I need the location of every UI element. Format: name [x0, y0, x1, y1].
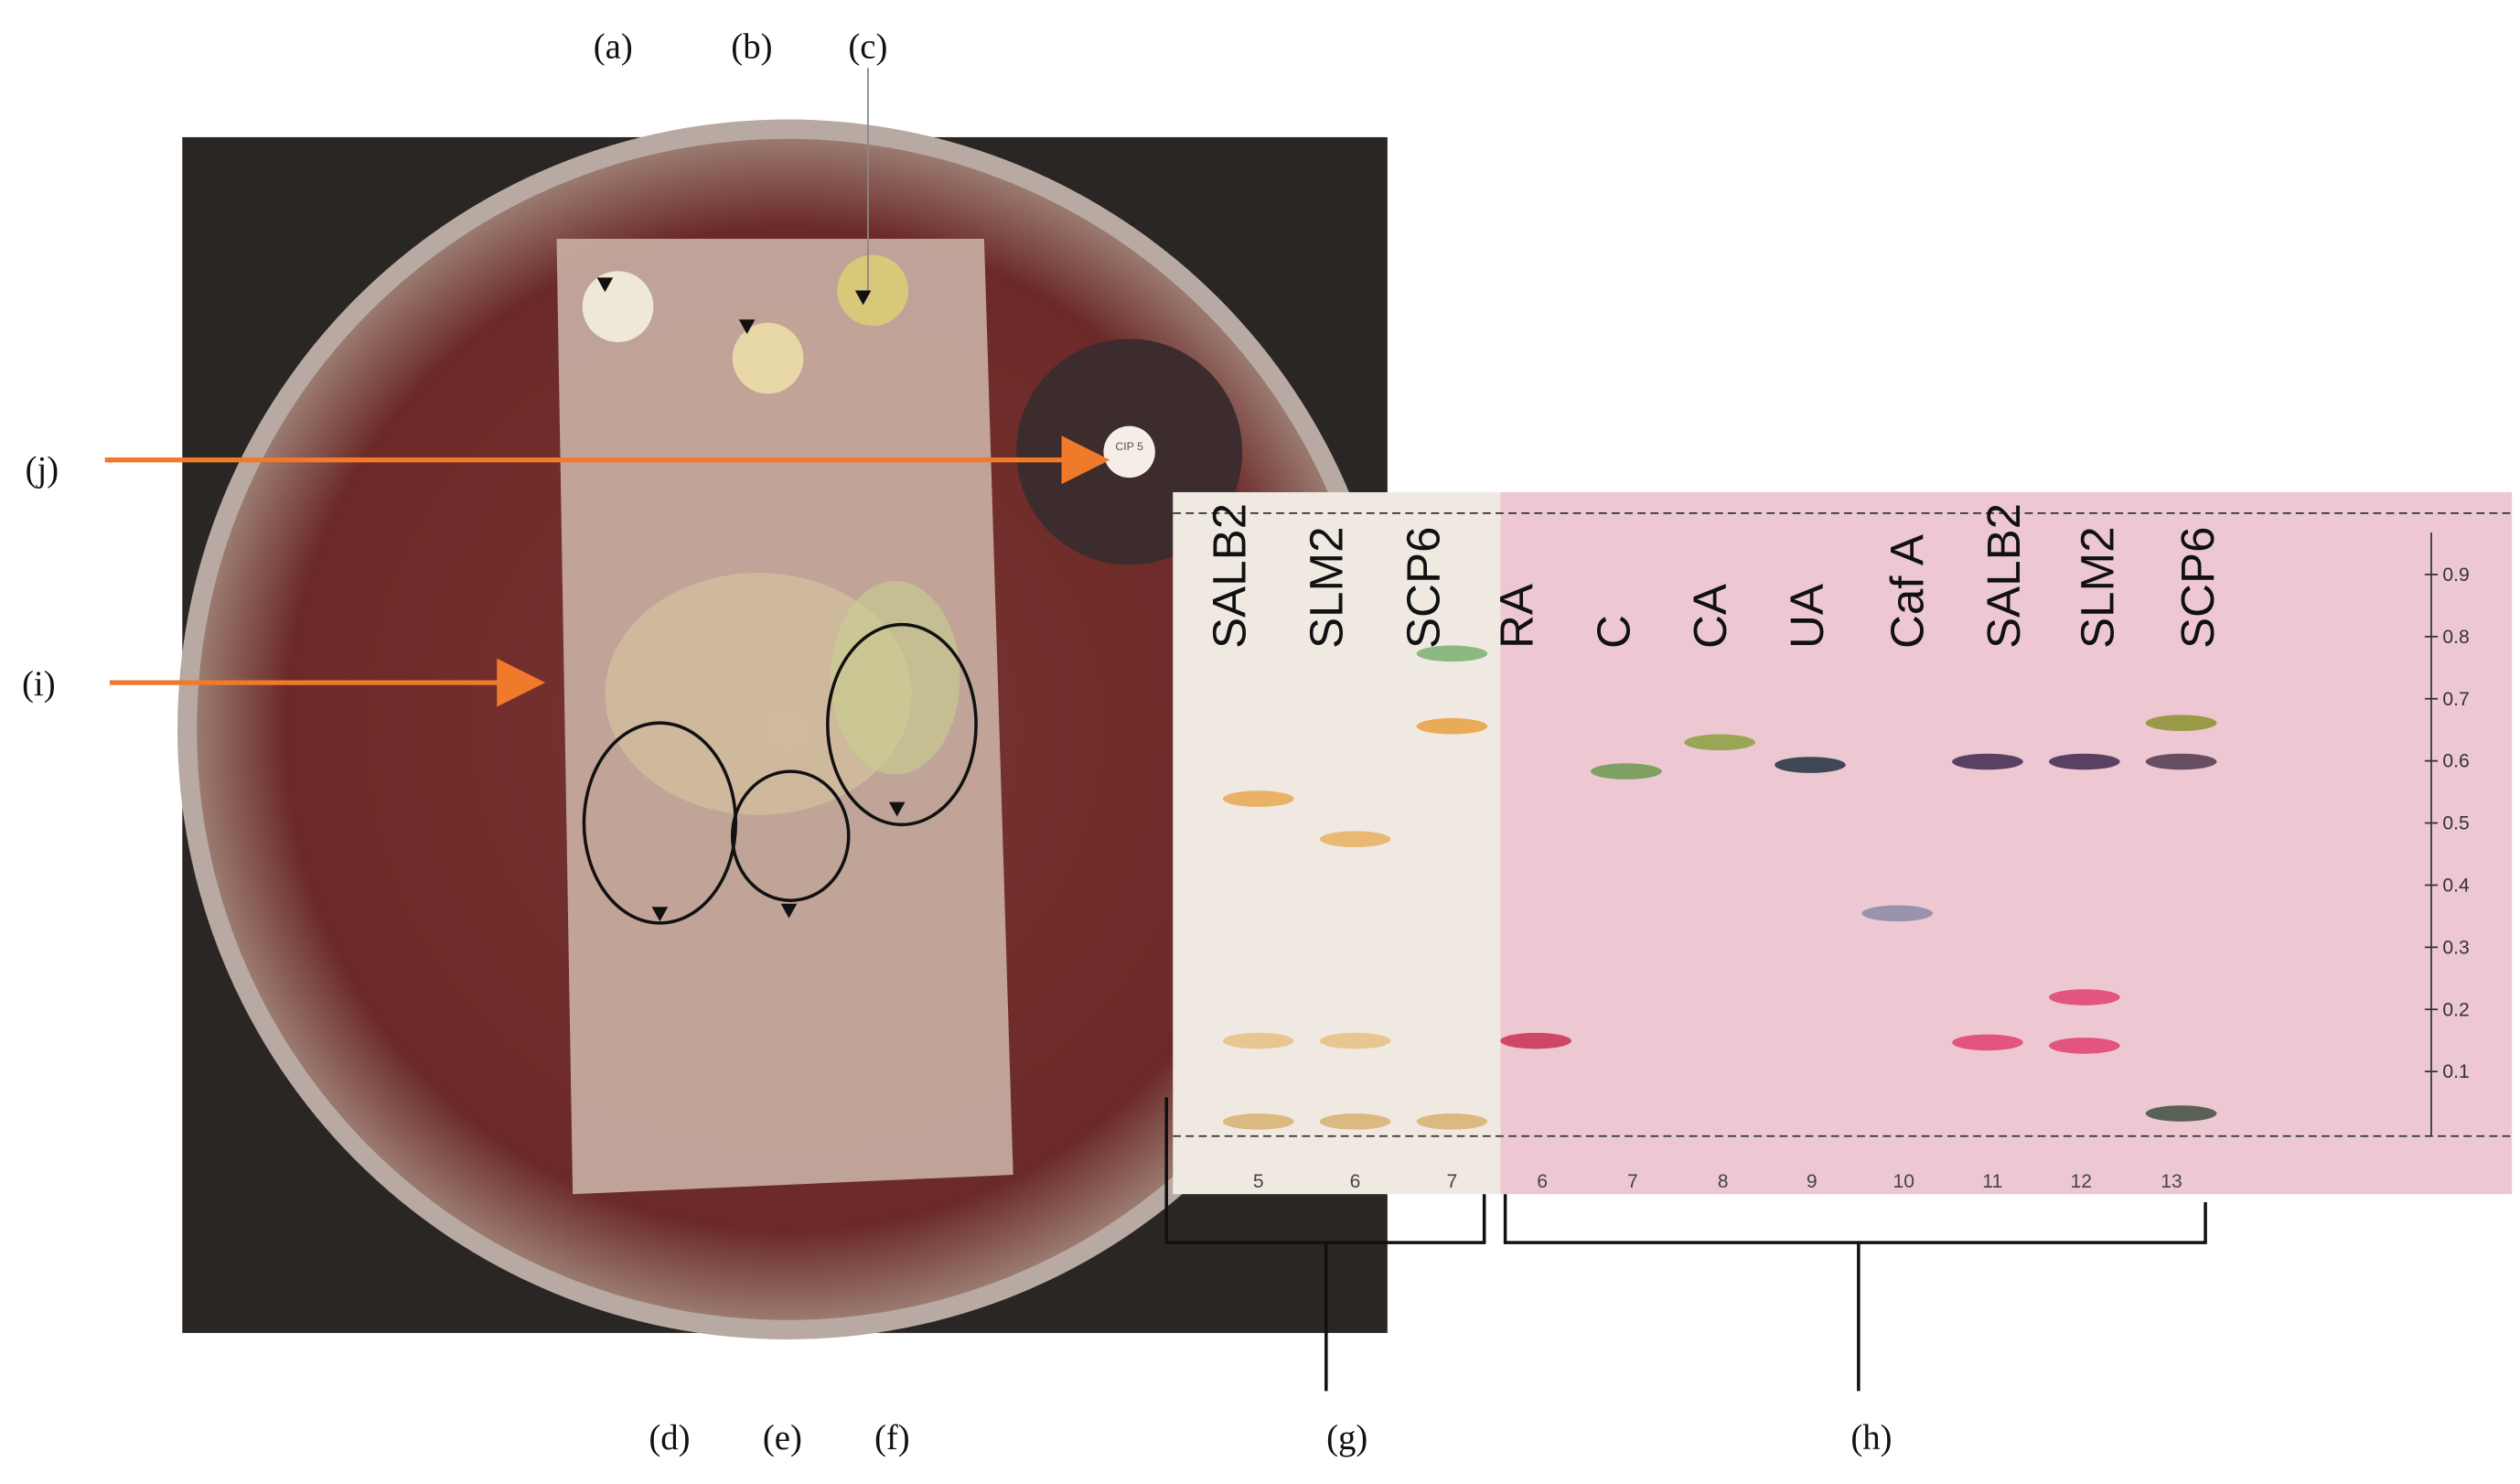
band: [2048, 753, 2120, 770]
band: [1684, 734, 1755, 751]
disc: [582, 271, 654, 342]
antibiotic-disc: [1103, 425, 1155, 479]
lane-label: UA: [1781, 584, 1833, 649]
lane-number: 6: [1350, 1171, 1361, 1192]
lane-number: 11: [1982, 1171, 2002, 1192]
panel-label: (i): [22, 664, 56, 704]
band: [1416, 645, 1488, 662]
disc: [732, 322, 804, 394]
band: [1319, 1113, 1391, 1130]
rf-label: 0.9: [2442, 565, 2469, 586]
lane-number: 12: [2070, 1171, 2092, 1192]
lane-number: 9: [1807, 1171, 1818, 1192]
panel-label: (e): [763, 1418, 802, 1457]
lane-label: CA: [1684, 584, 1736, 649]
band: [2145, 753, 2217, 770]
lane-label: Caf A: [1881, 534, 1933, 649]
lane-number: 7: [1627, 1171, 1638, 1192]
rf-label: 0.4: [2442, 876, 2470, 897]
rf-label: 0.2: [2442, 999, 2469, 1020]
lane-number: 5: [1253, 1171, 1264, 1192]
triangles: [596, 277, 906, 922]
rf-label: 0.1: [2442, 1061, 2469, 1082]
band: [1591, 763, 1662, 780]
circle-marker: [826, 622, 978, 827]
tlc-plate-right: [1500, 491, 2513, 1195]
lane-label: SCP6: [1397, 526, 1449, 649]
disc-label: CIP 5: [1115, 440, 1143, 453]
panel-label: (b): [731, 27, 772, 67]
lane-number: 8: [1718, 1171, 1729, 1192]
circle-marker: [730, 769, 851, 902]
panel-label: (h): [1850, 1418, 1892, 1457]
band: [2145, 1105, 2217, 1122]
band: [1952, 1034, 2023, 1051]
panel-label: (c): [848, 27, 887, 67]
rf-label: 0.7: [2442, 689, 2469, 710]
band: [1222, 1032, 1294, 1049]
lane-label: C: [1587, 615, 1639, 649]
lane-label: SALB2: [1204, 503, 1256, 649]
lane-label: RA: [1491, 584, 1543, 649]
rf-label: 0.5: [2442, 813, 2469, 834]
band: [1775, 757, 1846, 773]
rf-label: 0.8: [2442, 627, 2469, 648]
lane-number: 6: [1537, 1171, 1548, 1192]
rf-label: 0.6: [2442, 751, 2469, 772]
disc: [837, 254, 908, 327]
band: [1952, 753, 2023, 770]
panel-label: (f): [874, 1418, 910, 1457]
zone: [605, 573, 912, 815]
band: [1319, 1032, 1391, 1049]
band: [1222, 790, 1294, 807]
bracket-h: [1503, 1194, 2207, 1392]
panel-label: (j): [26, 450, 59, 489]
lane-label: SALB2: [1978, 503, 2030, 649]
panel-label: (g): [1326, 1418, 1367, 1457]
rf-label: 0.3: [2442, 937, 2469, 958]
band: [2048, 989, 2120, 1005]
band: [1861, 905, 1933, 922]
zone: [831, 580, 960, 775]
lane-number: 7: [1446, 1171, 1457, 1192]
band: [1416, 1113, 1488, 1130]
bands: [1222, 645, 2217, 1130]
bracket-g: [1164, 1097, 1486, 1392]
band: [1416, 717, 1488, 735]
band: [1319, 831, 1391, 847]
lane-label: SLM2: [1300, 526, 1352, 649]
band: [1500, 1032, 1571, 1049]
band: [2145, 715, 2217, 732]
band: [1222, 1113, 1294, 1130]
lane-label: SLM2: [2072, 526, 2124, 649]
panel-label: (a): [594, 27, 633, 67]
circle-marker: [582, 721, 738, 925]
band: [2048, 1038, 2120, 1054]
lane-number: 13: [2161, 1171, 2182, 1192]
lane-label: SCP6: [2171, 526, 2224, 649]
panel-label: (d): [649, 1418, 690, 1457]
lane-number: 10: [1893, 1171, 1914, 1192]
